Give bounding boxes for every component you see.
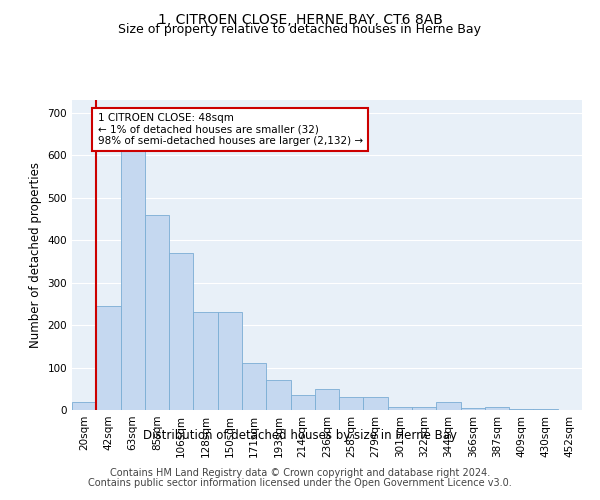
Bar [121,151,145,410]
Bar [193,312,218,410]
Bar [145,214,169,410]
Text: Contains HM Land Registry data © Crown copyright and database right 2024.: Contains HM Land Registry data © Crown c… [110,468,490,477]
Bar [388,406,412,410]
Bar [412,406,436,410]
Bar [436,402,461,410]
Y-axis label: Number of detached properties: Number of detached properties [29,162,42,348]
Bar [290,395,315,410]
Bar [169,253,193,410]
Bar [315,389,339,410]
Bar [461,408,485,410]
Bar [485,406,509,410]
Text: Contains public sector information licensed under the Open Government Licence v3: Contains public sector information licen… [88,478,512,488]
Text: 1 CITROEN CLOSE: 48sqm
← 1% of detached houses are smaller (32)
98% of semi-deta: 1 CITROEN CLOSE: 48sqm ← 1% of detached … [97,112,362,146]
Bar [72,402,96,410]
Text: 1, CITROEN CLOSE, HERNE BAY, CT6 8AB: 1, CITROEN CLOSE, HERNE BAY, CT6 8AB [158,12,442,26]
Bar [364,398,388,410]
Text: Distribution of detached houses by size in Herne Bay: Distribution of detached houses by size … [143,428,457,442]
Bar [218,312,242,410]
Bar [533,409,558,410]
Bar [509,408,533,410]
Text: Size of property relative to detached houses in Herne Bay: Size of property relative to detached ho… [119,22,482,36]
Bar [242,364,266,410]
Bar [96,306,121,410]
Bar [266,380,290,410]
Bar [339,398,364,410]
